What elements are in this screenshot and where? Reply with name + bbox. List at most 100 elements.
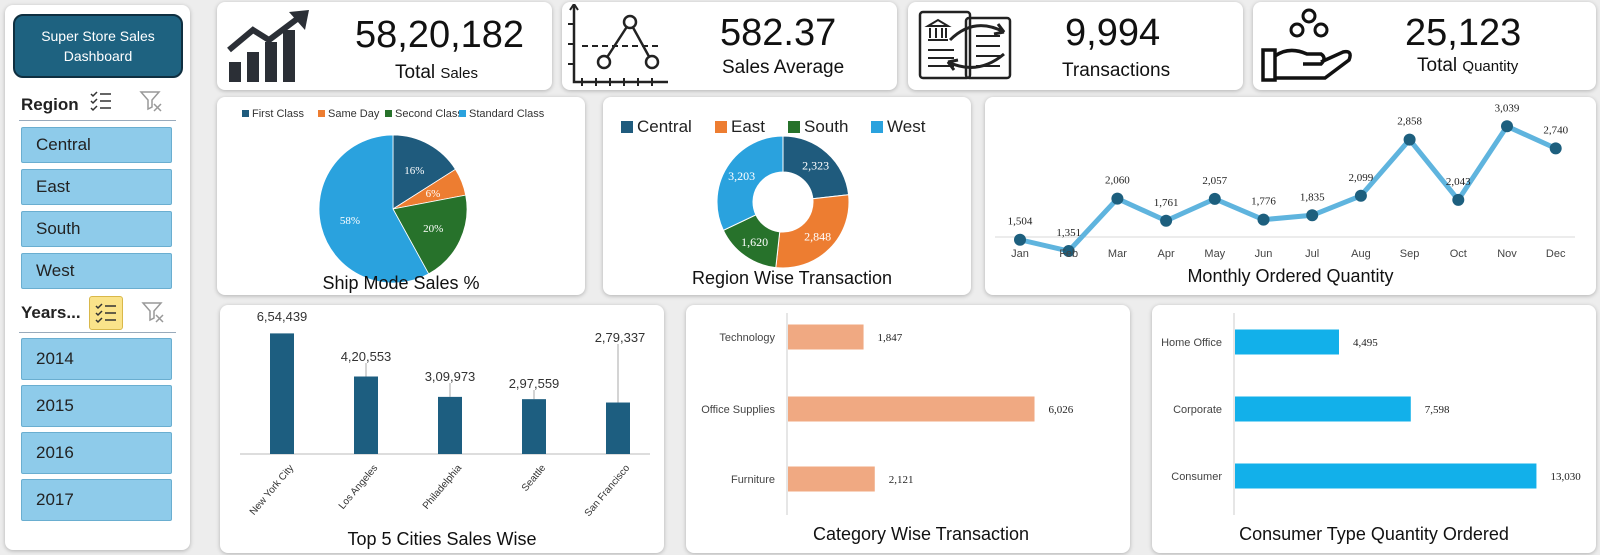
legend-label: West bbox=[887, 117, 926, 136]
data-label: 1,847 bbox=[878, 332, 903, 344]
legend-swatch bbox=[715, 121, 727, 133]
data-label: 1,835 bbox=[1300, 191, 1325, 203]
data-point bbox=[1062, 245, 1075, 258]
region-transaction-chart-card: Central East South West 2,323 2,848 1,620 3,203… bbox=[603, 97, 971, 295]
chart-title: Monthly Ordered Quantity bbox=[1187, 266, 1394, 286]
data-label: 1,504 bbox=[1008, 216, 1033, 228]
x-tick-label: Jul bbox=[1305, 248, 1319, 260]
chart-title: Region Wise Transaction bbox=[691, 268, 893, 288]
x-tick-label: Mar bbox=[1108, 248, 1127, 260]
x-tick-label: Apr bbox=[1158, 248, 1175, 260]
dashboard-title-button[interactable]: Super Store Sales Dashboard bbox=[13, 14, 183, 78]
slicer-item-east[interactable]: East bbox=[21, 169, 172, 205]
x-tick-label: San Francisco bbox=[583, 463, 633, 519]
region-divider bbox=[19, 120, 176, 121]
series-line bbox=[1019, 123, 1557, 254]
data-point bbox=[1160, 214, 1173, 227]
monthly-line-chart: 1,504 Jan 1,351 Feb 2,060 Mar 1,761 Apr 2,057 May… bbox=[995, 102, 1575, 260]
x-tick-label: Seattle bbox=[520, 463, 549, 494]
data-label: 3,203 bbox=[728, 169, 755, 183]
data-point bbox=[1208, 192, 1221, 205]
kpi-value: 9,994 bbox=[1065, 12, 1161, 54]
bar bbox=[438, 396, 462, 454]
legend-swatch bbox=[788, 121, 800, 133]
data-point bbox=[1549, 142, 1562, 155]
data-label: 7,598 bbox=[1425, 404, 1450, 416]
multi-select-icon[interactable] bbox=[89, 89, 113, 113]
bar bbox=[1235, 329, 1339, 355]
y-tick-label: Corporate bbox=[1173, 404, 1222, 416]
data-label: 6% bbox=[426, 188, 441, 200]
data-label: 3,039 bbox=[1495, 102, 1520, 114]
multi-select-icon-active[interactable] bbox=[89, 296, 123, 330]
consumer-type-chart-card: Home Office 4,495 Corporate 7,598 Consumer 13… bbox=[1152, 305, 1596, 553]
legend-label: First Class bbox=[252, 108, 304, 120]
kpi-card-total-quantity: 25,123 Total Quantity bbox=[1253, 2, 1596, 90]
data-label: 3,09,973 bbox=[425, 369, 476, 384]
data-label: 2,858 bbox=[1397, 116, 1422, 128]
legend-swatch bbox=[385, 110, 392, 117]
data-point bbox=[1111, 192, 1124, 205]
legend-swatch bbox=[242, 110, 249, 117]
slicer-item-2014[interactable]: 2014 bbox=[21, 338, 172, 380]
chart-title: Category Wise Transaction bbox=[812, 524, 1030, 544]
growth-chart-icon bbox=[227, 10, 309, 82]
bar bbox=[606, 402, 630, 454]
data-label: 58% bbox=[340, 215, 360, 227]
bar bbox=[1235, 396, 1411, 422]
hand-coins-icon bbox=[1261, 8, 1352, 82]
years-divider bbox=[19, 332, 176, 333]
data-label: 2,121 bbox=[889, 474, 914, 486]
y-tick-label: Home Office bbox=[1161, 337, 1222, 349]
legend-swatch bbox=[459, 110, 466, 117]
data-point bbox=[1257, 213, 1270, 226]
kpi-label: Total Sales bbox=[395, 62, 478, 83]
clear-filter-icon[interactable] bbox=[141, 300, 165, 324]
chart-title: Ship Mode Sales % bbox=[322, 273, 480, 293]
slicer-item-2016[interactable]: 2016 bbox=[21, 432, 172, 474]
slicer-item-west[interactable]: West bbox=[21, 253, 172, 289]
legend-label: South bbox=[804, 117, 848, 136]
bar bbox=[354, 376, 378, 454]
data-label: 6,54,439 bbox=[257, 309, 308, 324]
x-tick-label: Nov bbox=[1497, 248, 1517, 260]
x-tick-label: Jan bbox=[1011, 248, 1029, 260]
pie-slice bbox=[392, 134, 457, 210]
slicer-item-south[interactable]: South bbox=[21, 211, 172, 247]
legend-swatch bbox=[621, 121, 633, 133]
data-label: 2,323 bbox=[802, 158, 829, 172]
data-label: 1,776 bbox=[1251, 196, 1276, 208]
legend-label: Same Day bbox=[328, 108, 380, 120]
y-tick-label: Furniture bbox=[731, 474, 775, 486]
legend-label: Central bbox=[637, 117, 692, 136]
kpi-label: Total Quantity bbox=[1417, 55, 1519, 76]
clear-filter-icon[interactable] bbox=[139, 89, 163, 113]
legend-swatch bbox=[871, 121, 883, 133]
data-label: 2,79,337 bbox=[595, 330, 646, 345]
x-tick-label: Aug bbox=[1351, 248, 1371, 260]
slicer-item-2015[interactable]: 2015 bbox=[21, 385, 172, 427]
data-point bbox=[1452, 193, 1465, 206]
kpi-card-total-sales: 58,20,182 Total Sales bbox=[217, 2, 552, 90]
data-label: 4,495 bbox=[1353, 337, 1378, 349]
slicer-item-central[interactable]: Central bbox=[21, 127, 172, 163]
y-tick-label: Office Supplies bbox=[701, 404, 775, 416]
filter-sidebar: Super Store Sales Dashboard Region Centr… bbox=[5, 5, 190, 550]
x-tick-label: Philadelphia bbox=[421, 463, 465, 512]
kpi-card-transactions: 9,994 Transactions bbox=[908, 2, 1243, 90]
y-tick-label: Technology bbox=[719, 332, 775, 344]
category-bar-chart: Technology 1,847 Office Supplies 6,026 Furni… bbox=[701, 313, 1074, 515]
region-donut-chart: Central East South West 2,323 2,848 1,620 3,203 bbox=[621, 117, 926, 269]
data-label: 1,620 bbox=[741, 235, 768, 249]
data-label: 20% bbox=[423, 223, 443, 235]
monthly-quantity-chart-card: 1,504 Jan 1,351 Feb 2,060 Mar 1,761 Apr 2,057 May… bbox=[985, 97, 1596, 295]
top-cities-bar-chart: 6,54,439 New York City 4,20,553 Los Angeles… bbox=[240, 309, 650, 519]
x-tick-label: Dec bbox=[1546, 248, 1566, 260]
donut-slice bbox=[716, 135, 784, 231]
ship-mode-chart-card: First Class Same Day Second Class Standard … bbox=[217, 97, 585, 295]
donut-slice bbox=[775, 194, 850, 269]
x-tick-label: Jun bbox=[1255, 248, 1273, 260]
data-label: 2,060 bbox=[1105, 175, 1130, 187]
x-tick-label: May bbox=[1204, 248, 1225, 260]
slicer-item-2017[interactable]: 2017 bbox=[21, 479, 172, 521]
